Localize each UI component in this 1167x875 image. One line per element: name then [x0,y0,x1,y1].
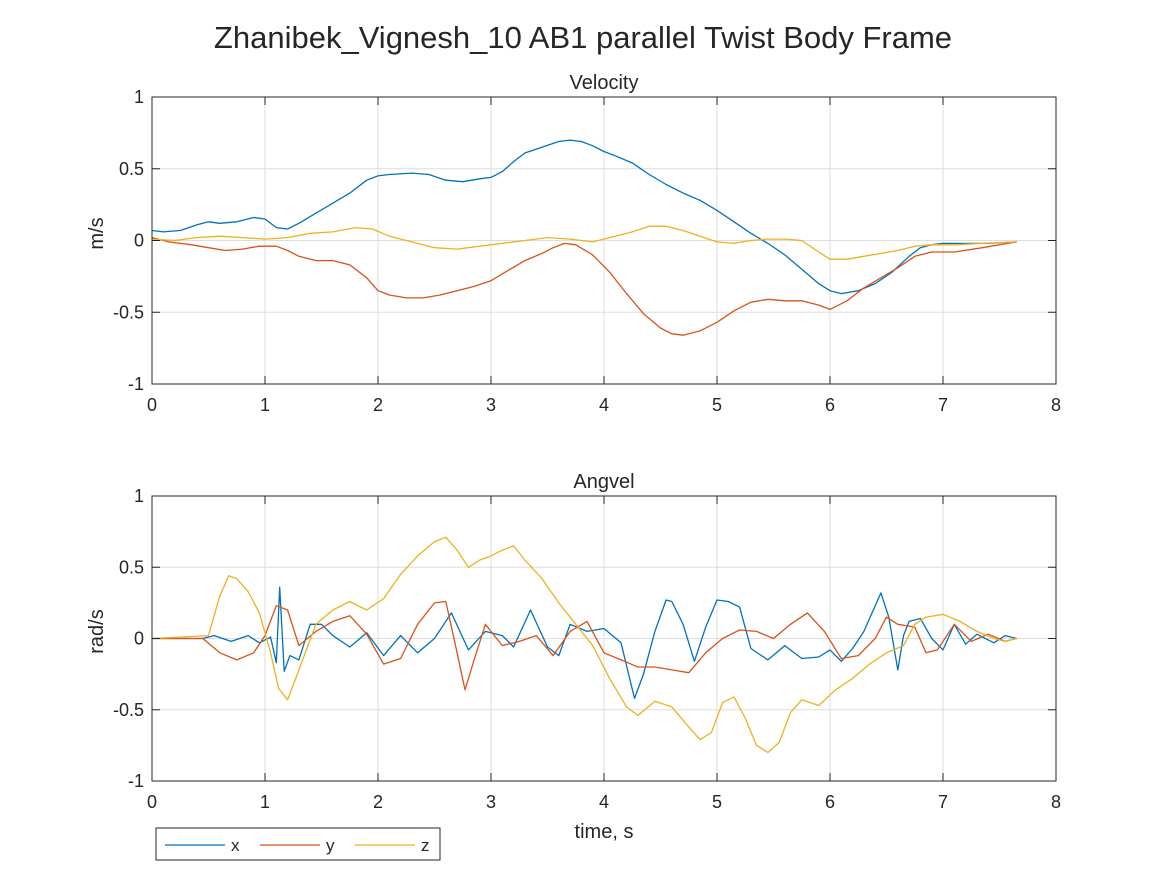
angvel-ytick-label: 1 [134,486,144,506]
angvel-xtick-label: 3 [486,792,496,812]
angvel-xtick-label: 5 [712,792,722,812]
velocity-ticks: 0 1 2 3 4 5 6 7 8 1 0.5 0 -0.5 -1 [113,87,1061,415]
angvel-ytick-label: -0.5 [113,700,144,720]
legend: x y z [155,827,441,861]
velocity-xtick-label: 7 [938,395,948,415]
legend-label-y: y [326,836,335,855]
angvel-series-y [151,600,1018,691]
velocity-series-y [151,236,1018,336]
angvel-grid [152,496,1056,781]
angvel-ytick-label: 0.5 [119,557,144,577]
velocity-ytick-label: -1 [128,374,144,394]
legend-box [155,827,441,861]
velocity-axes: 0 1 2 3 4 5 6 7 8 1 0.5 0 -0.5 -1 Velocity m/s [86,72,1061,415]
angvel-series [151,536,1018,754]
angvel-xlabel: time, s [575,821,634,843]
angvel-xtick-label: 0 [147,792,157,812]
angvel-ytick-label: 0 [134,629,144,649]
figure-title: Zhanibek_Vignesh_10 AB1 parallel Twist B… [214,20,952,55]
legend-label-x: x [231,836,240,855]
angvel-xtick-label: 7 [938,792,948,812]
angvel-ytick-label: -1 [128,771,144,791]
legend-label-z: z [421,836,430,855]
velocity-xtick-label: 8 [1051,395,1061,415]
angvel-xtick-label: 8 [1051,792,1061,812]
angvel-series-x [151,586,1018,700]
velocity-series-z [151,225,1018,260]
velocity-xtick-label: 2 [373,395,383,415]
velocity-xtick-label: 5 [712,395,722,415]
velocity-ytick-label: -0.5 [113,302,144,322]
velocity-series [151,139,1018,336]
velocity-xtick-label: 1 [260,395,270,415]
velocity-xtick-label: 4 [599,395,609,415]
angvel-ticks: 0 1 2 3 4 5 6 7 8 1 0.5 0 -0.5 -1 [113,486,1061,812]
angvel-xtick-label: 4 [599,792,609,812]
velocity-series-x [151,139,1018,295]
angvel-xtick-label: 2 [373,792,383,812]
velocity-ytick-label: 0 [134,231,144,251]
angvel-xtick-label: 1 [260,792,270,812]
angvel-ylabel: rad/s [86,609,108,653]
velocity-ytick-label: 1 [134,87,144,107]
velocity-xtick-label: 3 [486,395,496,415]
velocity-xtick-label: 6 [825,395,835,415]
velocity-title: Velocity [570,72,639,94]
angvel-series-z [151,536,1018,754]
velocity-xtick-label: 0 [147,395,157,415]
angvel-title: Angvel [573,471,634,493]
velocity-grid [152,97,1056,384]
angvel-axes: 0 1 2 3 4 5 6 7 8 1 0.5 0 -0.5 -1 Angvel rad/s time, … [86,471,1061,843]
velocity-ylabel: m/s [86,217,108,249]
angvel-xtick-label: 6 [825,792,835,812]
velocity-ytick-label: 0.5 [119,159,144,179]
